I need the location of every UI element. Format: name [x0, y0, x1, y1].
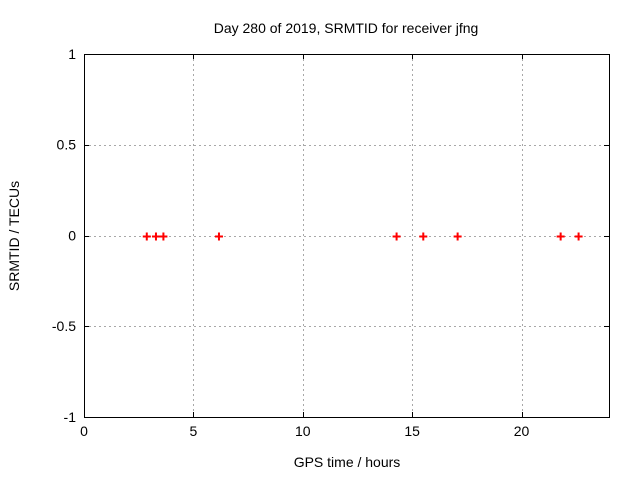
data-point-marker: [574, 232, 583, 241]
y-tick-label: -0.5: [52, 318, 76, 334]
plot-border: [84, 54, 610, 418]
data-point-marker: [142, 232, 151, 241]
data-point-marker: [419, 232, 428, 241]
data-point-marker: [392, 232, 401, 241]
x-tick-label: 0: [80, 423, 88, 439]
y-tick-label: -1: [64, 409, 77, 425]
x-tick-label: 5: [189, 423, 197, 439]
y-tick-label: 0.5: [57, 137, 77, 153]
x-tick-label: 20: [514, 423, 530, 439]
y-tick-label: 0: [68, 227, 76, 243]
data-point-marker: [159, 232, 168, 241]
data-point-marker: [556, 232, 565, 241]
data-point-marker: [453, 232, 462, 241]
data-point-marker: [151, 232, 160, 241]
x-axis-title: GPS time / hours: [293, 454, 401, 470]
y-tick-label: 1: [68, 46, 76, 62]
x-tick-label: 10: [295, 423, 311, 439]
chart-title: Day 280 of 2019, SRMTID for receiver jfn…: [213, 20, 479, 36]
data-point-marker: [214, 232, 223, 241]
x-tick-label: 15: [404, 423, 420, 439]
